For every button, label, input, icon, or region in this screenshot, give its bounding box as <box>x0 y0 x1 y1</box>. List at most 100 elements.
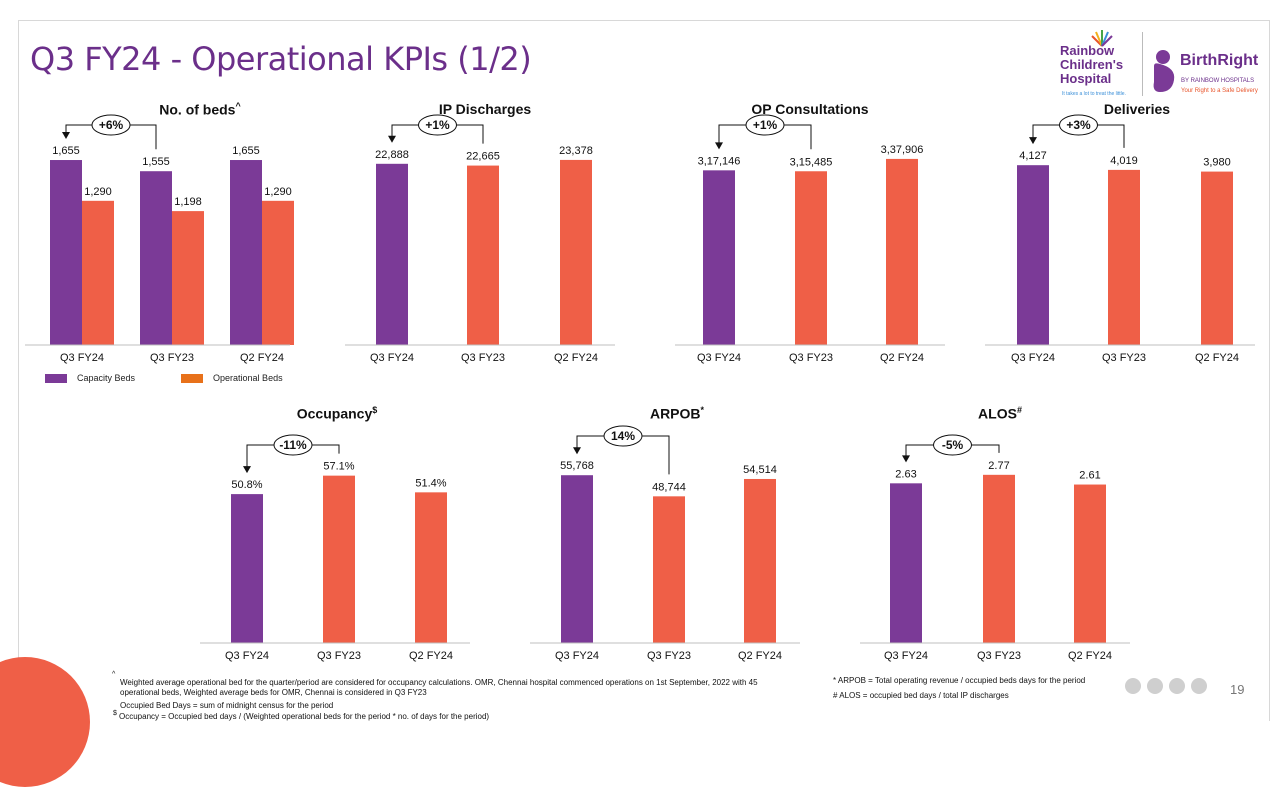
bar <box>323 475 355 643</box>
pager-dot <box>1191 678 1207 694</box>
footnote-alos: # ALOS = occupied bed days / total IP di… <box>833 691 1009 700</box>
data-label: 23,378 <box>559 145 593 157</box>
x-tick-label: Q3 FY24 <box>1011 352 1055 364</box>
birthright-logo-icon <box>1153 50 1175 92</box>
bar-operational <box>262 200 294 345</box>
footnote-caret-line2: operational beds, Weighted average beds … <box>120 688 427 697</box>
chart-svg: 2.63 2.77 2.61 Q3 FY24 Q3 FY23 Q2 FY24 -5% <box>860 434 1130 662</box>
data-label: 57.1% <box>323 461 354 473</box>
chart-alos: ALOS# 2.63 2.77 2.61 Q3 FY24 Q3 FY23 Q2 FY24 -5… <box>860 400 1130 668</box>
page-number: 19 <box>1230 682 1245 697</box>
change-arrowhead <box>715 142 723 150</box>
change-label: +1% <box>425 118 450 132</box>
data-label: 3,17,146 <box>698 155 741 167</box>
x-tick-label: Q2 FY24 <box>1068 650 1112 662</box>
change-label: -11% <box>279 438 307 452</box>
change-arrowhead <box>902 455 910 463</box>
change-label: +1% <box>753 118 778 132</box>
chart-ip-discharges: IP Discharges 22,888 22,665 23,378 Q3 FY24 Q3… <box>345 95 615 370</box>
beds-legend: Capacity Beds Operational Beds <box>45 373 283 383</box>
change-badge <box>418 114 457 136</box>
x-tick-label: Q3 FY23 <box>317 650 361 662</box>
chart-title-sup: # <box>1016 405 1022 415</box>
bar <box>653 496 685 643</box>
chart-occupancy: Occupancy$ 50.8% 57.1% 51.4% Q3 FY24 Q3 FY23 Q… <box>200 400 470 668</box>
data-label: 55,768 <box>560 460 594 472</box>
bar-operational <box>82 200 114 345</box>
bar <box>1074 484 1106 643</box>
chart-op-consultations: OP Consultations 3,17,146 3,15,485 3,37,906… <box>675 95 945 370</box>
change-badge <box>745 114 785 136</box>
footnote-caret-symbol: ^ <box>112 671 116 678</box>
data-label: 1,555 <box>142 156 170 168</box>
data-label: 4,019 <box>1110 155 1138 167</box>
legend-capacity: Capacity Beds <box>45 373 135 383</box>
bar-capacity <box>230 160 262 345</box>
data-label: 1,290 <box>84 186 112 198</box>
change-arrowhead <box>1029 137 1037 145</box>
bar <box>890 483 922 643</box>
data-label: 1,198 <box>174 196 202 208</box>
bar <box>376 163 408 345</box>
change-label: +3% <box>1066 118 1091 132</box>
chart-title-sup: $ <box>372 405 378 415</box>
birthright-tagline: Your Right to a Safe Delivery <box>1181 88 1258 94</box>
footnote-caret: Weighted average operational bed for the… <box>120 678 820 698</box>
x-tick-label: Q3 FY24 <box>884 650 928 662</box>
chart-title: No. of beds^ <box>159 101 241 118</box>
bar <box>1108 169 1140 345</box>
data-label: 3,15,485 <box>790 156 833 168</box>
bar <box>1201 171 1233 345</box>
data-label: 2.77 <box>988 460 1009 472</box>
chart-title: ARPOB* <box>649 405 705 422</box>
change-arrowhead <box>388 135 396 143</box>
x-tick-label: Q2 FY24 <box>554 352 598 364</box>
change-arrowhead <box>62 132 70 140</box>
legend-swatch-capacity <box>45 373 67 383</box>
data-label: 48,744 <box>652 481 686 493</box>
chart-title-sup: * <box>700 405 705 415</box>
x-tick-label: Q3 FY24 <box>60 352 104 364</box>
logo-divider <box>1142 32 1143 96</box>
x-tick-label: Q3 FY23 <box>789 352 833 364</box>
bar-capacity <box>50 160 82 345</box>
x-tick-label: Q3 FY23 <box>150 352 194 364</box>
chart-title: OP Consultations <box>751 101 869 117</box>
pager-dot <box>1147 678 1163 694</box>
bar <box>467 165 499 345</box>
change-badge <box>91 114 131 136</box>
pager-dots <box>1125 678 1207 694</box>
x-tick-label: Q3 FY24 <box>697 352 741 364</box>
x-tick-label: Q3 FY24 <box>555 650 599 662</box>
change-badge <box>603 425 643 447</box>
change-label: 14% <box>611 429 635 443</box>
bar <box>703 170 735 345</box>
data-label: 3,980 <box>1203 157 1231 169</box>
rainbow-logo-text: Rainbow Children's Hospital <box>1060 44 1123 86</box>
bar-capacity <box>140 171 172 345</box>
change-arrowhead <box>243 466 251 474</box>
footnote-arpob: * ARPOB = Total operating revenue / occu… <box>833 676 1086 685</box>
pager-dot <box>1169 678 1185 694</box>
data-label: 1,290 <box>264 186 292 198</box>
rainbow-tagline: It takes a lot to treat the little. <box>1062 91 1126 97</box>
chart-title: Occupancy$ <box>296 405 378 422</box>
rainbow-logo-icon <box>1091 30 1113 47</box>
bar-operational <box>172 211 204 345</box>
data-label: 22,665 <box>466 151 500 163</box>
chart-svg: 3,17,146 3,15,485 3,37,906 Q3 FY24 Q3 FY23 Q2… <box>675 114 945 364</box>
footnote-dollar-symbol: $ <box>113 710 117 717</box>
change-arrowhead <box>573 447 581 455</box>
chart-svg: 55,768 48,744 54,514 Q3 FY24 Q3 FY23 Q2 FY24 1… <box>530 425 800 662</box>
x-tick-label: Q2 FY24 <box>240 352 284 364</box>
bar <box>886 158 918 345</box>
rainbow-line1: Rainbow <box>1060 43 1115 58</box>
data-label: 22,888 <box>375 149 409 161</box>
birthright-sub: BY RAINBOW HOSPITALS <box>1181 78 1255 84</box>
rainbow-line2: Children's <box>1060 57 1124 72</box>
logo: Rainbow Children's Hospital It takes a l… <box>1060 30 1270 100</box>
footnote-caret-line1: Weighted average operational bed for the… <box>120 678 758 687</box>
change-label: -5% <box>942 438 964 452</box>
x-tick-label: Q3 FY23 <box>977 650 1021 662</box>
chart-svg: 22,888 22,665 23,378 Q3 FY24 Q3 FY23 Q2 FY24 +… <box>345 114 615 364</box>
